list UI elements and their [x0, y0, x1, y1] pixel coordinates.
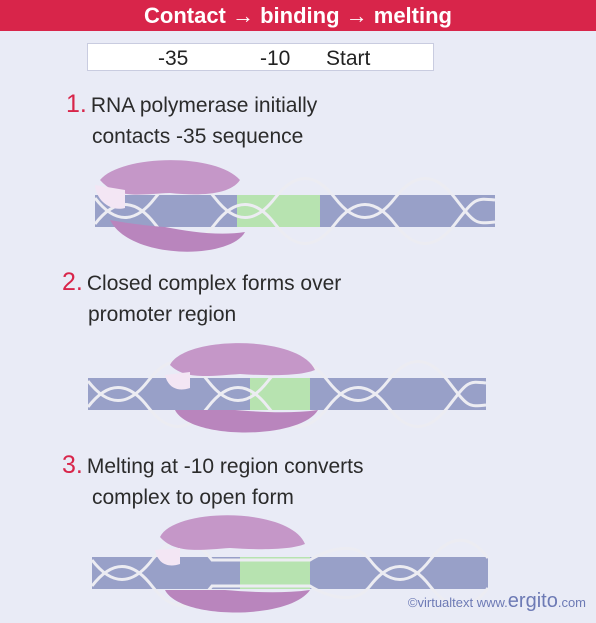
position-ruler: -35 -10 Start — [87, 43, 434, 71]
step-3-diagram — [90, 515, 490, 613]
step-3-caption: 3. Melting at -10 region converts complex… — [62, 450, 364, 513]
step-1-line2: contacts -35 sequence — [92, 125, 304, 148]
title-text: Contact → binding → melting — [144, 3, 452, 28]
step-2-caption: 2. Closed complex forms over promoter reg… — [62, 267, 341, 330]
step-3-line2: complex to open form — [92, 486, 294, 509]
step-1-line1: RNA polymerase initially — [90, 94, 318, 117]
helix-strands-3 — [90, 538, 490, 608]
rna-polymerase-2 — [165, 343, 318, 433]
copyright-credit: ©virtualtext www.ergito.com — [408, 590, 586, 613]
promoter-region-1 — [237, 195, 320, 227]
melted-region-3 — [240, 557, 310, 589]
step-3-number: 3. — [62, 451, 83, 479]
title-banner: Contact → binding → melting — [0, 0, 596, 31]
step-1-diagram — [93, 160, 496, 252]
credit-brand: ergito — [507, 590, 558, 612]
rna-polymerase-3 — [155, 515, 310, 613]
step-1-number: 1. — [66, 90, 87, 118]
ruler-label-start: Start — [326, 47, 371, 70]
ruler-label-minus10: -10 — [260, 47, 291, 70]
step-2-line1: Closed complex forms over — [86, 272, 342, 295]
step-2-diagram — [86, 343, 487, 433]
ruler-label-minus35: -35 — [158, 47, 189, 70]
promoter-region-2 — [250, 378, 310, 410]
step-3-line1: Melting at -10 region converts — [86, 455, 364, 478]
step-2-line2: promoter region — [88, 303, 237, 326]
step-2-number: 2. — [62, 268, 83, 296]
credit-prefix: ©virtualtext www. — [407, 595, 508, 610]
credit-suffix: .com — [557, 595, 586, 610]
rna-polymerase-1 — [95, 160, 245, 252]
step-1-caption: 1. RNA polymerase initially contacts -35 … — [66, 89, 317, 152]
